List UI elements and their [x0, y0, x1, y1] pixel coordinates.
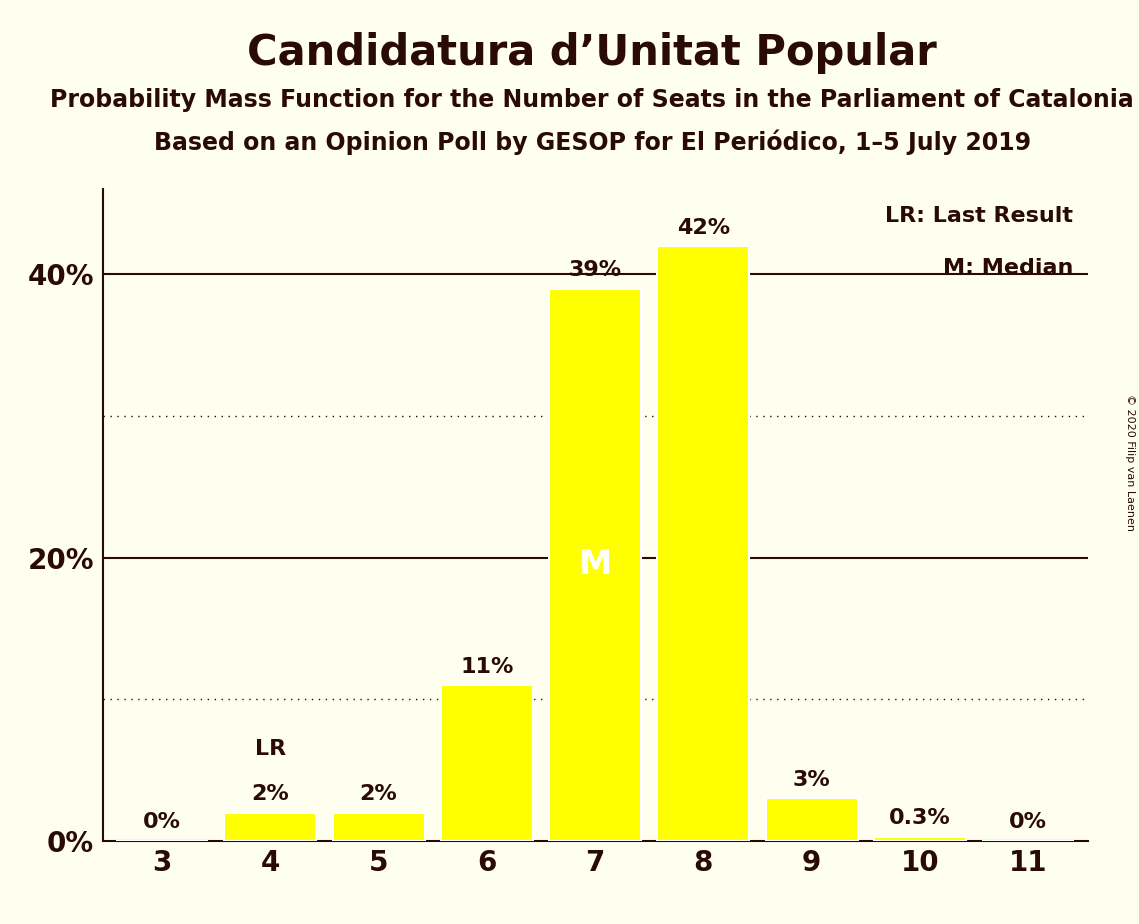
Text: 2%: 2% [360, 784, 398, 804]
Text: Probability Mass Function for the Number of Seats in the Parliament of Catalonia: Probability Mass Function for the Number… [50, 88, 1134, 112]
Text: 0%: 0% [1009, 812, 1047, 833]
Text: 0.3%: 0.3% [890, 808, 951, 828]
Text: 11%: 11% [460, 657, 514, 676]
Text: 3%: 3% [793, 770, 830, 790]
Text: 0%: 0% [144, 812, 181, 833]
Bar [441, 685, 533, 841]
Bar [874, 836, 966, 841]
Text: M: M [579, 548, 612, 581]
Text: Candidatura d’Unitat Popular: Candidatura d’Unitat Popular [247, 32, 937, 74]
Text: M: Median: M: Median [943, 258, 1073, 278]
Text: Based on an Opinion Poll by GESOP for El Periódico, 1–5 July 2019: Based on an Opinion Poll by GESOP for El… [154, 129, 1031, 155]
Bar [549, 288, 641, 841]
Text: LR: LR [255, 738, 286, 759]
Text: LR: Last Result: LR: Last Result [885, 206, 1073, 225]
Bar [765, 798, 858, 841]
Bar [657, 246, 749, 841]
Text: 2%: 2% [252, 784, 289, 804]
Bar [333, 812, 425, 841]
Text: 39%: 39% [568, 260, 622, 280]
Text: 42%: 42% [677, 217, 730, 237]
Bar [224, 812, 317, 841]
Text: © 2020 Filip van Laenen: © 2020 Filip van Laenen [1125, 394, 1134, 530]
